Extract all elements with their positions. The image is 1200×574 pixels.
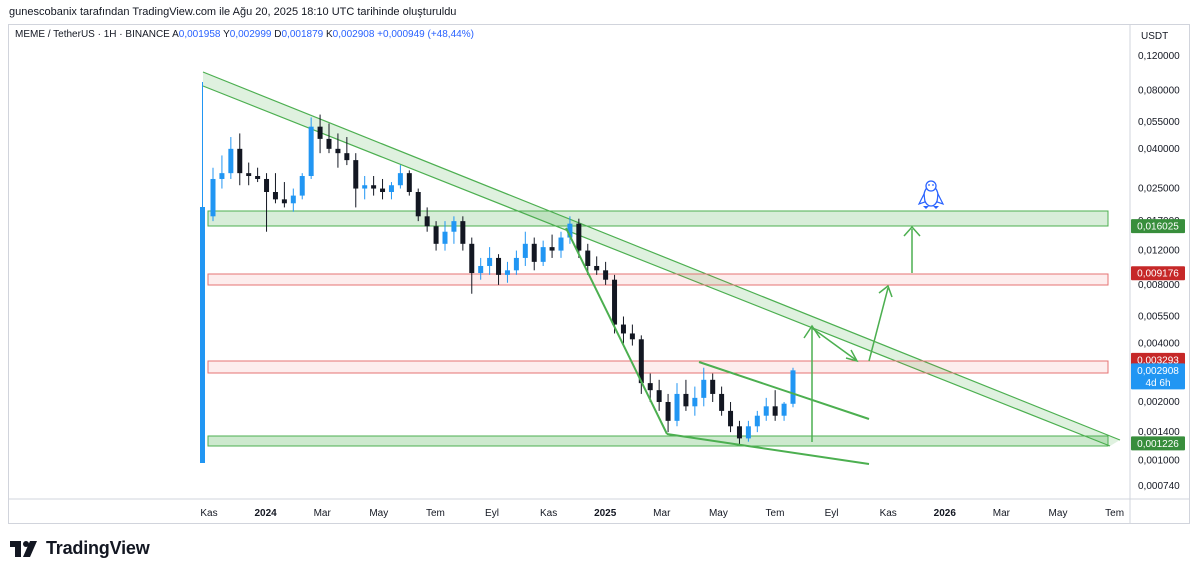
close-label: K: [326, 29, 333, 40]
symbol-name[interactable]: MEME / TetherUS · 1H · BINANCE: [15, 29, 170, 40]
high-label: Y: [223, 29, 230, 40]
chart-frame: [8, 24, 1190, 524]
tradingview-logo-icon: [10, 540, 37, 557]
low-value: 0,001879: [281, 29, 324, 40]
open-value: 0,001958: [178, 29, 221, 40]
low-label: D: [274, 29, 282, 40]
symbol-legend: MEME / TetherUS · 1H · BINANCE A0,001958…: [15, 29, 474, 40]
open-label: A: [172, 29, 179, 40]
change-value: +0,000949 (+48,44%): [377, 29, 474, 40]
high-value: 0,002999: [229, 29, 272, 40]
chart-caption: gunescobanix tarafından TradingView.com …: [9, 6, 457, 18]
tradingview-brand[interactable]: TradingView: [10, 538, 150, 559]
close-value: 0,002908: [332, 29, 375, 40]
brand-name: TradingView: [46, 538, 150, 558]
